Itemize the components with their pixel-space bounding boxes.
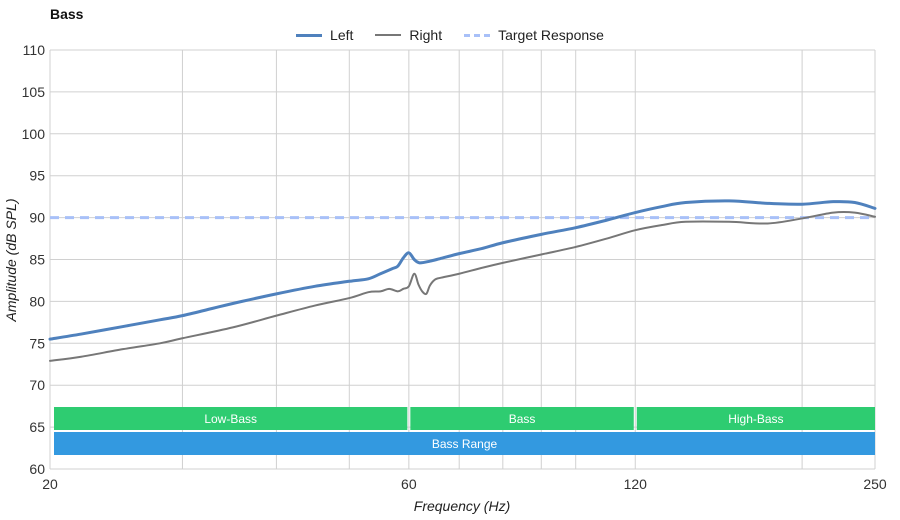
series-lines bbox=[48, 199, 877, 362]
y-tick-label: 80 bbox=[29, 293, 45, 309]
y-tick-label: 110 bbox=[23, 42, 46, 58]
legend-label-target: Target Response bbox=[498, 27, 604, 43]
y-tick-label: 75 bbox=[29, 335, 45, 351]
legend-item-left[interactable]: Left bbox=[296, 27, 353, 43]
series-line-right bbox=[49, 210, 876, 362]
y-tick-label: 65 bbox=[29, 419, 45, 435]
y-axis-title: Amplitude (dB SPL) bbox=[3, 199, 19, 323]
band-bars: Low-Bass Bass High-Bass Bass Range bbox=[54, 407, 875, 455]
chart-title: Bass bbox=[50, 6, 84, 22]
x-tick-label: 20 bbox=[42, 476, 58, 492]
legend-swatch-left bbox=[296, 33, 323, 37]
legend-label-right: Right bbox=[409, 27, 443, 43]
y-tick-label: 70 bbox=[29, 377, 45, 393]
grid bbox=[49, 49, 876, 470]
y-tick-label: 100 bbox=[22, 126, 46, 142]
legend-item-target[interactable]: Target Response bbox=[464, 27, 604, 43]
band-label: High-Bass bbox=[728, 412, 783, 426]
series-line-left bbox=[48, 199, 877, 341]
y-tick-label: 95 bbox=[29, 168, 45, 184]
x-tick-label: 120 bbox=[624, 476, 648, 492]
band-bass bbox=[410, 407, 634, 430]
band-bass-range bbox=[54, 432, 875, 455]
y-tick-label: 90 bbox=[29, 210, 45, 226]
x-axis-title: Frequency (Hz) bbox=[414, 498, 510, 514]
band-label: Bass Range bbox=[432, 437, 498, 451]
y-tick-label: 85 bbox=[29, 252, 45, 268]
legend: Left Right Target Response bbox=[0, 27, 900, 43]
band-label: Low-Bass bbox=[204, 412, 257, 426]
x-axis-ticks: 20 60 120 250 bbox=[42, 476, 887, 492]
y-tick-label: 105 bbox=[22, 84, 46, 100]
legend-item-right[interactable]: Right bbox=[375, 27, 442, 43]
x-tick-label: 60 bbox=[401, 476, 417, 492]
legend-swatch-target bbox=[464, 33, 491, 37]
band-high-bass bbox=[636, 407, 875, 430]
band-label: Bass bbox=[509, 412, 536, 426]
legend-swatch-right bbox=[375, 34, 402, 36]
legend-label-left: Left bbox=[330, 27, 354, 43]
x-tick-label: 250 bbox=[863, 476, 887, 492]
y-tick-label: 60 bbox=[29, 461, 45, 477]
y-axis-ticks: 60 65 70 75 80 85 90 95 100 105 110 bbox=[22, 42, 46, 477]
band-low-bass bbox=[54, 407, 408, 430]
